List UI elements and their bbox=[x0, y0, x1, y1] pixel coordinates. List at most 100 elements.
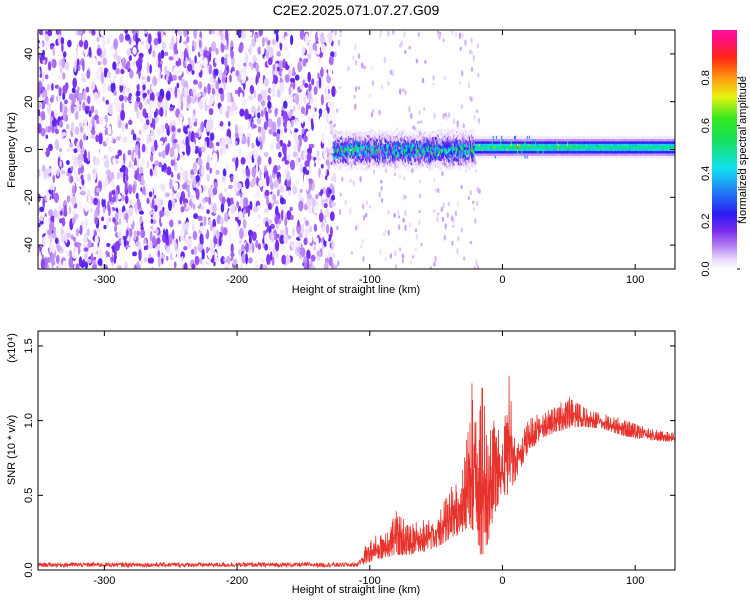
heatmap-cell bbox=[454, 210, 458, 217]
heatmap-cell bbox=[472, 54, 476, 62]
heatmap-cell bbox=[165, 90, 171, 101]
heatmap-cell bbox=[43, 216, 49, 226]
heatmap-cell bbox=[120, 159, 124, 166]
heatmap-cell bbox=[323, 261, 329, 269]
heatmap-cell bbox=[232, 157, 236, 163]
heatmap-cell bbox=[157, 95, 163, 103]
heatmap-cell bbox=[68, 256, 73, 269]
heatmap-cell bbox=[65, 123, 70, 130]
heatmap-cell bbox=[157, 52, 162, 63]
heatmap-cell bbox=[290, 34, 294, 46]
heatmap-cell bbox=[282, 59, 286, 69]
heatmap-cell bbox=[198, 100, 204, 110]
heatmap-cell bbox=[308, 244, 314, 252]
heatmap-cell bbox=[295, 93, 300, 105]
heatmap-cell bbox=[54, 139, 60, 151]
heatmap-cell bbox=[141, 175, 145, 186]
heatmap-cell bbox=[262, 226, 268, 231]
heatmap-cell bbox=[98, 132, 103, 145]
heatmap-cell bbox=[115, 67, 120, 75]
heatmap-cell bbox=[217, 30, 221, 37]
heatmap-cell bbox=[307, 194, 313, 200]
heatmap-cell bbox=[293, 144, 297, 152]
heatmap-cell bbox=[160, 183, 166, 192]
heatmap-cell bbox=[158, 183, 162, 189]
heatmap-cell bbox=[275, 33, 279, 43]
heatmap-cell bbox=[65, 114, 68, 122]
heatmap-cell bbox=[380, 198, 384, 203]
heatmap-cell bbox=[289, 77, 296, 83]
heatmap-cell bbox=[191, 96, 196, 104]
heatmap-cell bbox=[84, 261, 89, 269]
heatmap-cell bbox=[268, 193, 273, 203]
heatmap-cell bbox=[123, 219, 127, 230]
heatmap-cell bbox=[415, 58, 418, 64]
heatmap-cell bbox=[470, 37, 473, 44]
heatmap-cell bbox=[361, 62, 364, 69]
heatmap-cell bbox=[102, 255, 107, 263]
heatmap-cell bbox=[125, 229, 129, 237]
heatmap-cell bbox=[277, 157, 282, 164]
heatmap-cell bbox=[339, 30, 342, 34]
heatmap-cell bbox=[237, 148, 242, 156]
heatmap-cell bbox=[221, 175, 226, 183]
heatmap-cell bbox=[129, 69, 134, 79]
heatmap-cell bbox=[149, 91, 155, 103]
heatmap-cell bbox=[279, 205, 283, 211]
heatmap-cell bbox=[173, 66, 179, 77]
heatmap-cell bbox=[82, 59, 85, 72]
heatmap-cell bbox=[214, 57, 219, 64]
heatmap-cell bbox=[40, 110, 46, 122]
heatmap-cell bbox=[442, 112, 445, 120]
heatmap-cell bbox=[303, 135, 308, 143]
heatmap-cell bbox=[249, 44, 252, 56]
heatmap-cell bbox=[470, 66, 474, 72]
heatmap-cell bbox=[327, 101, 333, 109]
heatmap-cell bbox=[398, 224, 401, 231]
heatmap-cell bbox=[370, 112, 374, 118]
heatmap-cell bbox=[155, 228, 159, 235]
heatmap-cell bbox=[204, 196, 209, 202]
heatmap-cell bbox=[195, 188, 200, 200]
heatmap-cell bbox=[191, 141, 196, 154]
heatmap-cell bbox=[47, 61, 52, 71]
heatmap-cell bbox=[267, 118, 273, 128]
heatmap-cell bbox=[66, 139, 71, 151]
heatmap-cell bbox=[61, 57, 65, 69]
heatmap-cell bbox=[38, 108, 41, 118]
heatmap-cell bbox=[464, 39, 467, 46]
heatmap-cell bbox=[166, 245, 171, 255]
heatmap-cell bbox=[127, 149, 132, 156]
heatmap-cell bbox=[131, 30, 135, 34]
heatmap-cell bbox=[120, 109, 125, 121]
heatmap-cell bbox=[296, 41, 300, 48]
heatmap-cell bbox=[214, 256, 219, 262]
heatmap-cell bbox=[311, 265, 316, 269]
heatmap-cell bbox=[458, 32, 462, 40]
heatmap-cell bbox=[191, 70, 195, 75]
heatmap-cell bbox=[84, 217, 88, 229]
heatmap-cell bbox=[119, 76, 124, 86]
heatmap-cell bbox=[116, 251, 121, 259]
heatmap-cell bbox=[302, 79, 306, 86]
heatmap-cell bbox=[59, 210, 63, 216]
heatmap-cell bbox=[228, 121, 231, 127]
heatmap-cell bbox=[225, 30, 229, 41]
heatmap-cell bbox=[109, 69, 115, 81]
heatmap-cell bbox=[380, 185, 383, 192]
heatmap-cell bbox=[108, 205, 111, 217]
heatmap-cell bbox=[338, 86, 342, 90]
heatmap-cell bbox=[108, 191, 112, 203]
heatmap-cell bbox=[432, 82, 435, 87]
heatmap-cell bbox=[171, 125, 176, 133]
heatmap-cell bbox=[437, 212, 440, 216]
heatmap-cell bbox=[146, 264, 152, 269]
heatmap-cell bbox=[323, 202, 328, 209]
heatmap-cell bbox=[168, 119, 172, 124]
heatmap-cell bbox=[142, 186, 146, 195]
heatmap-cell bbox=[98, 258, 103, 267]
heatmap-cell bbox=[160, 60, 163, 65]
heatmap-cell bbox=[52, 264, 57, 269]
heatmap-cell bbox=[325, 223, 330, 234]
heatmap-cell bbox=[196, 92, 202, 98]
